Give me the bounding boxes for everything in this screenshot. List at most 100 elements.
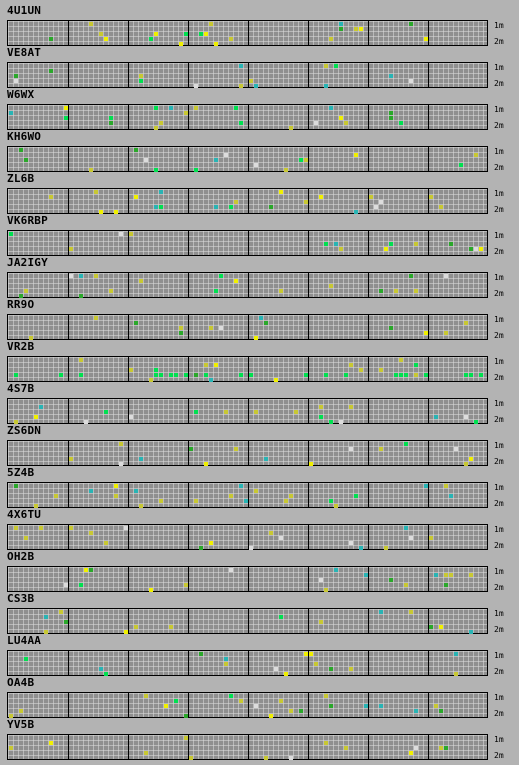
activity-cell: [454, 672, 458, 676]
band-label-2m: 2m: [494, 751, 504, 760]
activity-cell: [424, 484, 428, 488]
activity-cell: [334, 568, 338, 572]
activity-cell: [409, 751, 413, 755]
band-activity-grid: [7, 104, 488, 130]
segment-divider: [188, 231, 189, 255]
activity-cell: [49, 37, 53, 41]
segment-divider: [128, 483, 129, 507]
activity-cell: [19, 709, 23, 713]
segment-divider: [128, 735, 129, 759]
activity-cell: [154, 368, 158, 372]
activity-cell: [239, 64, 243, 68]
band-activity-grid: [7, 566, 488, 592]
segment-divider: [68, 651, 69, 675]
activity-cell: [324, 242, 328, 246]
activity-cell: [134, 321, 138, 325]
station-callsign: OH2B: [7, 550, 35, 563]
activity-cell: [294, 410, 298, 414]
activity-cell: [289, 756, 293, 760]
segment-divider: [428, 189, 429, 213]
band-label-2m: 2m: [494, 331, 504, 340]
band-label-1m: 1m: [494, 441, 504, 450]
activity-cell: [249, 373, 253, 377]
activity-cell: [414, 363, 418, 367]
activity-cell: [349, 447, 353, 451]
segment-divider: [68, 273, 69, 297]
segment-divider: [368, 315, 369, 339]
segment-divider: [428, 441, 429, 465]
activity-cell: [304, 200, 308, 204]
band-activity-grid: [7, 230, 488, 256]
band-activity-grid: [7, 650, 488, 676]
activity-cell: [194, 84, 198, 88]
activity-cell: [434, 704, 438, 708]
band-label-1m: 1m: [494, 693, 504, 702]
segment-divider: [428, 693, 429, 717]
band-label-2m: 2m: [494, 163, 504, 172]
activity-cell: [364, 573, 368, 577]
station-callsign: 4U1UN: [7, 4, 42, 17]
station-row: YV5B 1m 2m: [0, 718, 519, 760]
segment-divider: [248, 63, 249, 87]
segment-divider: [128, 609, 129, 633]
activity-cell: [214, 289, 218, 293]
segment-divider: [128, 693, 129, 717]
activity-cell: [439, 709, 443, 713]
band-activity-grid: [7, 272, 488, 298]
segment-divider: [128, 105, 129, 129]
band-label-2m: 2m: [494, 79, 504, 88]
activity-cell: [284, 499, 288, 503]
activity-cell: [414, 709, 418, 713]
band-label-2m: 2m: [494, 457, 504, 466]
segment-divider: [368, 105, 369, 129]
segment-divider: [188, 735, 189, 759]
activity-cell: [379, 610, 383, 614]
segment-divider: [128, 441, 129, 465]
activity-cell: [14, 420, 18, 424]
station-callsign: LU4AA: [7, 634, 42, 647]
activity-cell: [239, 699, 243, 703]
band-label-2m: 2m: [494, 121, 504, 130]
activity-cell: [199, 652, 203, 656]
activity-cell: [459, 163, 463, 167]
activity-cell: [14, 526, 18, 530]
station-row: VK6RBP 1m 2m: [0, 214, 519, 256]
activity-cell: [429, 625, 433, 629]
segment-divider: [308, 105, 309, 129]
activity-cell: [384, 546, 388, 550]
activity-cell: [24, 536, 28, 540]
band-label-1m: 1m: [494, 567, 504, 576]
station-row: KH6WO 1m 2m: [0, 130, 519, 172]
activity-cell: [424, 37, 428, 41]
activity-cell: [409, 79, 413, 83]
activity-cell: [59, 610, 63, 614]
segment-divider: [128, 399, 129, 423]
activity-cell: [444, 573, 448, 577]
band-activity-grid: [7, 734, 488, 760]
activity-cell: [79, 274, 83, 278]
activity-cell: [194, 106, 198, 110]
segment-divider: [188, 441, 189, 465]
activity-cell: [194, 410, 198, 414]
segment-divider: [428, 525, 429, 549]
activity-cell: [89, 168, 93, 172]
band-label-1m: 1m: [494, 273, 504, 282]
activity-cell: [24, 158, 28, 162]
activity-cell: [229, 568, 233, 572]
activity-cell: [139, 457, 143, 461]
activity-cell: [64, 583, 68, 587]
activity-cell: [209, 22, 213, 26]
segment-divider: [428, 735, 429, 759]
band-label-1m: 1m: [494, 147, 504, 156]
segment-divider: [128, 63, 129, 87]
activity-cell: [209, 326, 213, 330]
activity-cell: [269, 531, 273, 535]
segment-divider: [308, 525, 309, 549]
band-label-1m: 1m: [494, 483, 504, 492]
activity-cell: [389, 326, 393, 330]
band-label-1m: 1m: [494, 609, 504, 618]
segment-divider: [308, 735, 309, 759]
activity-cell: [319, 578, 323, 582]
segment-divider: [68, 567, 69, 591]
activity-cell: [409, 274, 413, 278]
